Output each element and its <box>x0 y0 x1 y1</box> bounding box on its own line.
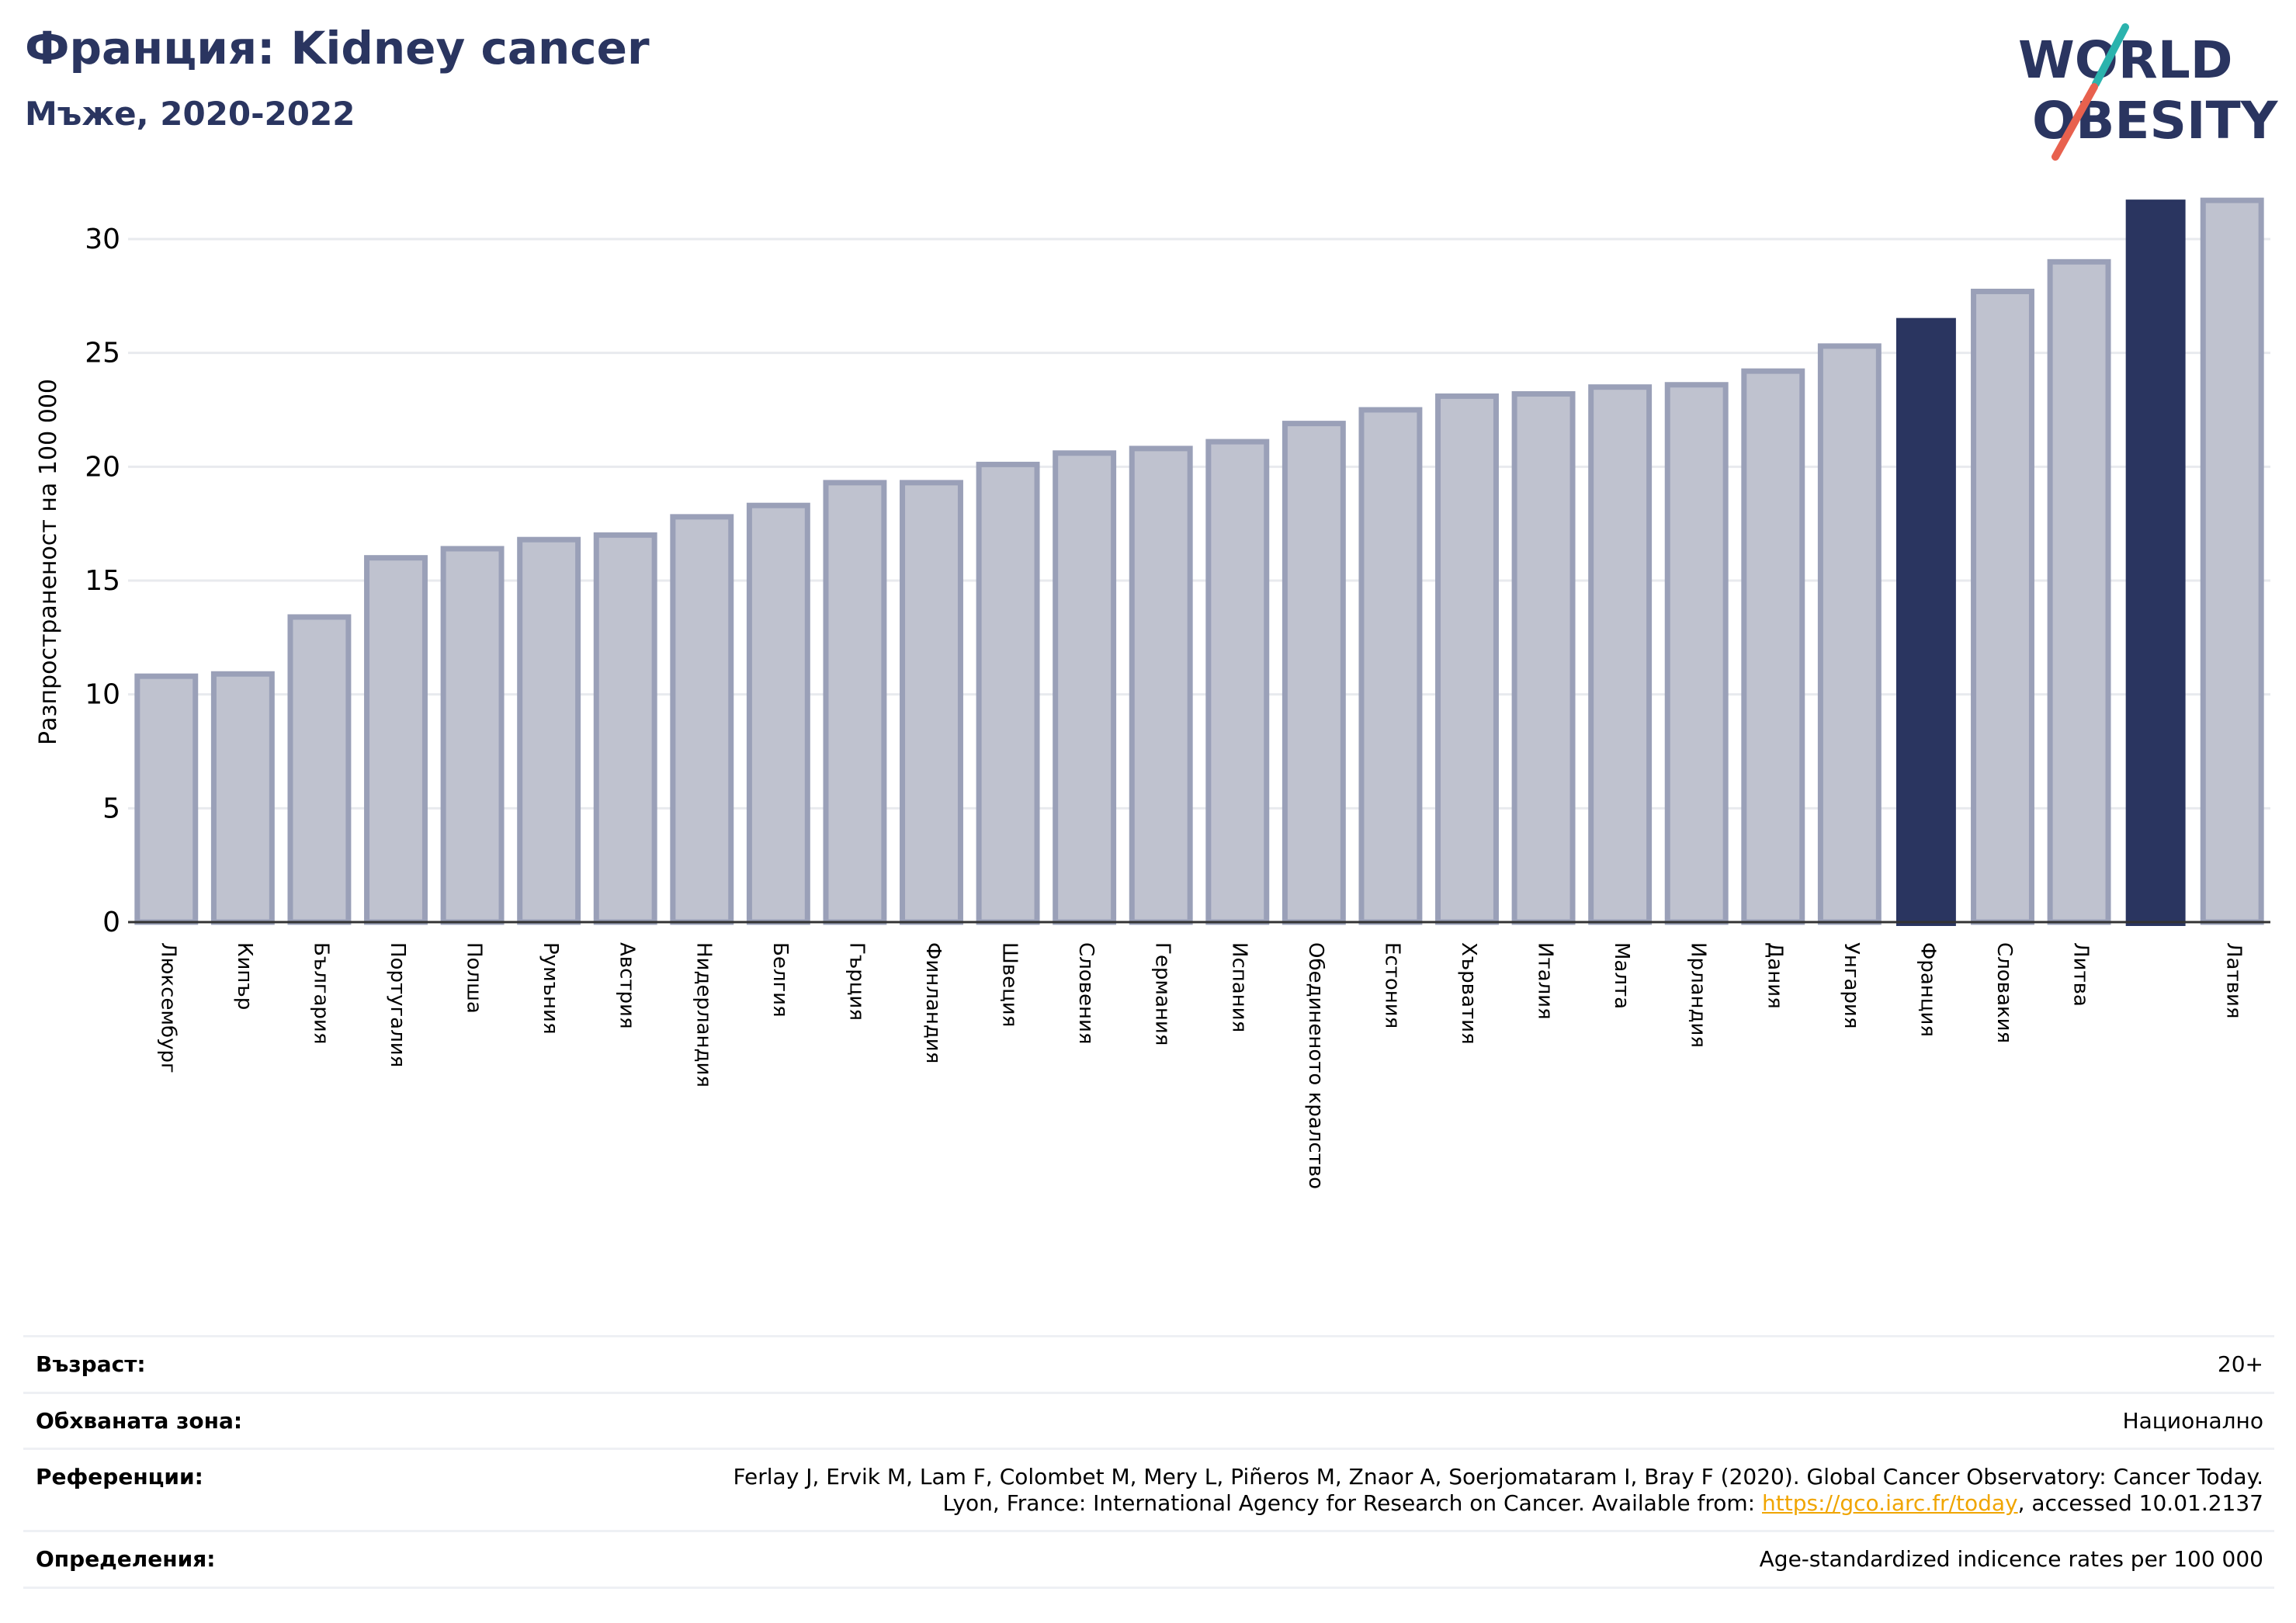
x-tick-label: Германия <box>1151 942 1174 1046</box>
x-tick-label: Испания <box>1227 942 1250 1032</box>
bar <box>1358 407 1423 925</box>
bar <box>2047 258 2111 925</box>
bar <box>2200 197 2264 925</box>
y-tick-label: 5 <box>102 792 120 824</box>
info-row-age: Възраст: 20+ <box>23 1335 2274 1392</box>
bar <box>1511 390 1576 925</box>
reference-link[interactable]: https://gco.iarc.fr/today <box>1762 1489 2018 1516</box>
bar <box>517 536 581 925</box>
page-title: Франция: Kidney cancer <box>25 22 650 75</box>
x-tick-label: Словения <box>1074 942 1098 1045</box>
bar <box>823 480 887 925</box>
info-value: 20+ <box>2217 1351 2263 1377</box>
bar <box>1817 343 1882 925</box>
bar-chart: 0 5 10 15 20 25 30 Люксембург Кипър България Порту… <box>35 197 2270 1189</box>
x-tick-label: Хърватия <box>1457 942 1480 1045</box>
logo-slash-top <box>2092 23 2129 88</box>
info-label: Референции: <box>36 1464 203 1490</box>
x-tick-label: Естония <box>1380 942 1403 1028</box>
x-tick-label: Франция <box>1916 942 1939 1037</box>
world-obesity-logo: WORLD OBESITY <box>2018 23 2279 161</box>
bar <box>1971 288 2034 925</box>
x-tick-label: Португалия <box>386 942 409 1067</box>
x-tick-label: Нидерландия <box>692 942 715 1087</box>
logo-word-1: WORLD <box>2018 30 2233 90</box>
bar <box>1435 393 1499 925</box>
info-label: Обхваната зона: <box>36 1407 243 1434</box>
bar <box>1205 439 1270 925</box>
x-tick-label: Унгария <box>1840 942 1863 1028</box>
x-tick-label: Гърция <box>845 942 868 1021</box>
bar <box>1741 368 1805 925</box>
info-value: Национално <box>2122 1407 2263 1434</box>
reference-line-1: Ferlay J, Ervik M, Lam F, Colombet M, Me… <box>733 1464 2263 1490</box>
info-table: Възраст: 20+ Обхваната зона: Национално … <box>23 1335 2274 1589</box>
y-tick-label: 25 <box>85 338 120 369</box>
x-tick-label: Белгия <box>768 942 792 1018</box>
info-label: Определения: <box>36 1546 216 1573</box>
bar <box>364 555 428 925</box>
bar <box>976 461 1040 925</box>
y-axis-label: Разпространеност на 100 000 <box>35 379 62 745</box>
bar <box>440 546 505 925</box>
x-tick-label: Литва <box>2069 942 2093 1007</box>
x-tick-label: Латвия <box>2222 942 2246 1019</box>
info-value: Age-standardized indicence rates per 100… <box>1759 1546 2263 1573</box>
x-tick-label: България <box>309 942 332 1044</box>
y-tick-label: 0 <box>102 907 120 938</box>
x-tick-label: Малта <box>1610 942 1633 1009</box>
x-tick-label: Италия <box>1534 942 1557 1020</box>
reference-line-2-pre: Lyon, France: International Agency for R… <box>942 1489 1762 1516</box>
logo-slash-bottom <box>2051 83 2098 161</box>
x-tick-label: Швеция <box>998 942 1021 1027</box>
info-label: Възраст: <box>36 1351 146 1377</box>
info-row-coverage: Обхваната зона: Национално <box>23 1391 2274 1448</box>
bar <box>134 673 199 925</box>
bar <box>1282 421 1346 925</box>
x-tick-label: Полша <box>463 942 486 1014</box>
reference-line-2-post: , accessed 10.01.2137 <box>2017 1489 2263 1516</box>
y-tick-label: 10 <box>85 679 120 711</box>
bar <box>1895 317 1956 926</box>
tick-labels: 0 5 10 15 20 25 30 Люксембург Кипър България Порту… <box>85 224 2246 1189</box>
bar <box>593 532 657 925</box>
bars <box>134 197 2264 926</box>
info-row-references: Референции: Ferlay J, Ervik M, Lam F, Co… <box>23 1448 2274 1530</box>
y-tick-label: 30 <box>85 224 120 255</box>
x-tick-label: Австрия <box>616 942 639 1029</box>
bar <box>1664 382 1729 925</box>
x-tick-label: Финландия <box>921 942 945 1063</box>
x-tick-label: Кипър <box>233 942 256 1010</box>
bar <box>2125 199 2186 926</box>
x-tick-label: Люксембург <box>156 942 179 1073</box>
bar <box>1588 384 1653 925</box>
info-row-definitions: Определения: Age-standardized indicence … <box>23 1530 2274 1589</box>
bar <box>900 480 963 925</box>
x-tick-label: Дания <box>1763 942 1786 1009</box>
y-tick-label: 15 <box>85 565 120 597</box>
bar <box>746 502 810 925</box>
page-subtitle: Мъже, 2020-2022 <box>25 95 355 133</box>
info-value: Ferlay J, Ervik M, Lam F, Colombet M, Me… <box>733 1464 2263 1516</box>
x-tick-label: Обединеното кралство <box>1304 942 1327 1189</box>
x-tick-label: Ирландия <box>1687 942 1710 1048</box>
bar <box>1053 450 1117 925</box>
y-tick-label: 20 <box>85 451 120 483</box>
bar <box>1129 446 1193 925</box>
bar <box>670 514 734 925</box>
x-tick-label: Словакия <box>1993 942 2016 1043</box>
bar <box>287 614 352 925</box>
bar <box>210 671 275 925</box>
x-tick-label: Румъния <box>539 942 562 1035</box>
